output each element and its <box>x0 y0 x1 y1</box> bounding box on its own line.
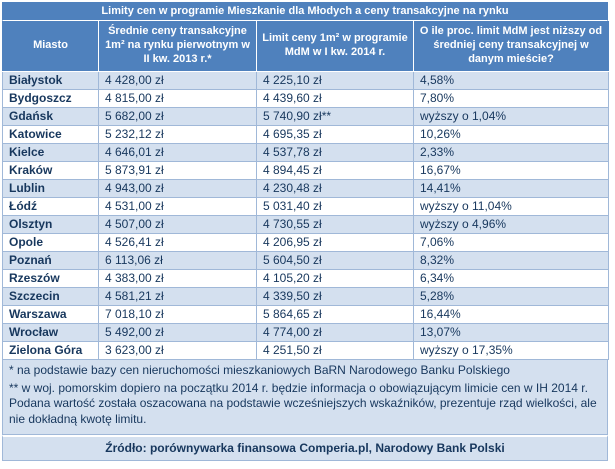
avg-price-2013-cell: 4 531,00 zł <box>98 197 257 216</box>
city-cell: Katowice <box>2 125 99 144</box>
table-row: Zielona Góra 3 623,00 zł 4 251,50 zł wyższy… <box>2 341 609 360</box>
col-header-mdm-limit: Limit ceny 1m² w programie MdM w I kw. 2… <box>256 21 414 72</box>
city-cell: Poznań <box>2 251 99 270</box>
table-row: Lublin 4 943,00 zł 4 230,48 zł 14,41% <box>2 179 609 198</box>
header-row: Miasto Średnie ceny transakcyjne 1m² na … <box>2 21 609 72</box>
footnotes-block: * na podstawie bazy cen nieruchomości mi… <box>2 360 608 436</box>
city-cell: Rzeszów <box>2 269 99 288</box>
col-header-city: Miasto <box>2 21 99 72</box>
table-row: Wrocław 5 492,00 zł 4 774,00 zł 13,07% <box>2 323 609 342</box>
mdm-limit-2014-cell: 5 604,50 zł <box>256 251 414 270</box>
avg-price-2013-cell: 4 943,00 zł <box>98 179 257 198</box>
mdm-limit-2014-cell: 4 206,95 zł <box>256 233 414 252</box>
avg-price-2013-cell: 6 113,06 zł <box>98 251 257 270</box>
difference-cell: 16,44% <box>413 305 609 324</box>
difference-cell: 2,33% <box>413 143 609 162</box>
avg-price-2013-cell: 5 873,91 zł <box>98 161 257 180</box>
table-row: Bydgoszcz 4 815,00 zł 4 439,60 zł 7,80% <box>2 89 609 108</box>
city-cell: Gdańsk <box>2 107 99 126</box>
difference-cell: wyższy o 4,96% <box>413 215 609 234</box>
city-cell: Kraków <box>2 161 99 180</box>
avg-price-2013-cell: 4 507,00 zł <box>98 215 257 234</box>
avg-price-2013-cell: 5 232,12 zł <box>98 125 257 144</box>
difference-cell: 14,41% <box>413 179 609 198</box>
city-cell: Bydgoszcz <box>2 89 99 108</box>
city-cell: Lublin <box>2 179 99 198</box>
mdm-limit-2014-cell: 4 251,50 zł <box>256 341 414 360</box>
table-row: Opole 4 526,41 zł 4 206,95 zł 7,06% <box>2 233 609 252</box>
table-title: Limity cen w programie Mieszkanie dla Mł… <box>2 2 608 21</box>
table-row: Warszawa 7 018,10 zł 5 864,65 zł 16,44% <box>2 305 609 324</box>
mdm-limit-2014-cell: 4 225,10 zł <box>256 71 414 90</box>
table-row: Łódź 4 531,00 zł 5 031,40 zł wyższy o 11,04… <box>2 197 609 216</box>
mdm-limit-2014-cell: 4 230,48 zł <box>256 179 414 198</box>
city-cell: Wrocław <box>2 323 99 342</box>
mdm-limit-2014-cell: 5 031,40 zł <box>256 197 414 216</box>
table-row: Olsztyn 4 507,00 zł 4 730,55 zł wyższy o 4,… <box>2 215 609 234</box>
table-row: Kielce 4 646,01 zł 4 537,78 zł 2,33% <box>2 143 609 162</box>
table-row: Rzeszów 4 383,00 zł 4 105,20 zł 6,34% <box>2 269 609 288</box>
mdm-limit-2014-cell: 4 730,55 zł <box>256 215 414 234</box>
difference-cell: 6,34% <box>413 269 609 288</box>
avg-price-2013-cell: 5 682,00 zł <box>98 107 257 126</box>
city-cell: Szczecin <box>2 287 99 306</box>
mdm-limit-2014-cell: 4 105,20 zł <box>256 269 414 288</box>
difference-cell: 7,80% <box>413 89 609 108</box>
city-cell: Białystok <box>2 71 99 90</box>
difference-cell: wyższy o 17,35% <box>413 341 609 360</box>
avg-price-2013-cell: 4 581,21 zł <box>98 287 257 306</box>
table-body: Białystok 4 428,00 zł 4 225,10 zł 4,58% Bydg… <box>2 71 609 360</box>
table-row: Kraków 5 873,91 zł 4 894,45 zł 16,67% <box>2 161 609 180</box>
mdm-limit-2014-cell: 4 695,35 zł <box>256 125 414 144</box>
city-cell: Zielona Góra <box>2 341 99 360</box>
difference-cell: wyższy o 1,04% <box>413 107 609 126</box>
avg-price-2013-cell: 4 646,01 zł <box>98 143 257 162</box>
col-header-difference: O ile proc. limit MdM jest niższy od śre… <box>413 21 609 72</box>
mdm-limit-2014-cell: 4 339,50 zł <box>256 287 414 306</box>
avg-price-2013-cell: 7 018,10 zł <box>98 305 257 324</box>
mdm-limit-2014-cell: 4 537,78 zł <box>256 143 414 162</box>
difference-cell: 4,58% <box>413 71 609 90</box>
table-row: Białystok 4 428,00 zł 4 225,10 zł 4,58% <box>2 71 609 90</box>
avg-price-2013-cell: 4 383,00 zł <box>98 269 257 288</box>
difference-cell: 13,07% <box>413 323 609 342</box>
mdm-price-table: Miasto Średnie ceny transakcyjne 1m² na … <box>2 21 609 360</box>
table-row: Katowice 5 232,12 zł 4 695,35 zł 10,26% <box>2 125 609 144</box>
city-cell: Olsztyn <box>2 215 99 234</box>
mdm-limit-2014-cell: 5 864,65 zł <box>256 305 414 324</box>
difference-cell: 5,28% <box>413 287 609 306</box>
footnote-pomorski: ** w woj. pomorskim dopiero na początku … <box>9 380 597 426</box>
city-cell: Kielce <box>2 143 99 162</box>
avg-price-2013-cell: 4 428,00 zł <box>98 71 257 90</box>
difference-cell: 16,67% <box>413 161 609 180</box>
source-line: Źródło: porównywarka finansowa Comperia.… <box>2 435 608 462</box>
table-header: Miasto Średnie ceny transakcyjne 1m² na … <box>2 21 609 72</box>
city-cell: Opole <box>2 233 99 252</box>
difference-cell: 10,26% <box>413 125 609 144</box>
difference-cell: 8,32% <box>413 251 609 270</box>
table-row: Poznań 6 113,06 zł 5 604,50 zł 8,32% <box>2 251 609 270</box>
mdm-limit-2014-cell: 4 439,60 zł <box>256 89 414 108</box>
mdm-limit-2014-cell: 4 894,45 zł <box>256 161 414 180</box>
difference-cell: wyższy o 11,04% <box>413 197 609 216</box>
mdm-limit-2014-cell: 5 740,90 zł** <box>256 107 414 126</box>
table-row: Gdańsk 5 682,00 zł 5 740,90 zł** wyższy o 1… <box>2 107 609 126</box>
avg-price-2013-cell: 4 526,41 zł <box>98 233 257 252</box>
footnote-barn: * na podstawie bazy cen nieruchomości mi… <box>9 363 510 377</box>
avg-price-2013-cell: 5 492,00 zł <box>98 323 257 342</box>
avg-price-2013-cell: 4 815,00 zł <box>98 89 257 108</box>
avg-price-2013-cell: 3 623,00 zł <box>98 341 257 360</box>
table-row: Szczecin 4 581,21 zł 4 339,50 zł 5,28% <box>2 287 609 306</box>
city-cell: Warszawa <box>2 305 99 324</box>
difference-cell: 7,06% <box>413 233 609 252</box>
mdm-limit-2014-cell: 4 774,00 zł <box>256 323 414 342</box>
price-limits-table-container: Limity cen w programie Mieszkanie dla Mł… <box>2 2 609 462</box>
city-cell: Łódź <box>2 197 99 216</box>
col-header-avg-price: Średnie ceny transakcyjne 1m² na rynku p… <box>98 21 257 72</box>
